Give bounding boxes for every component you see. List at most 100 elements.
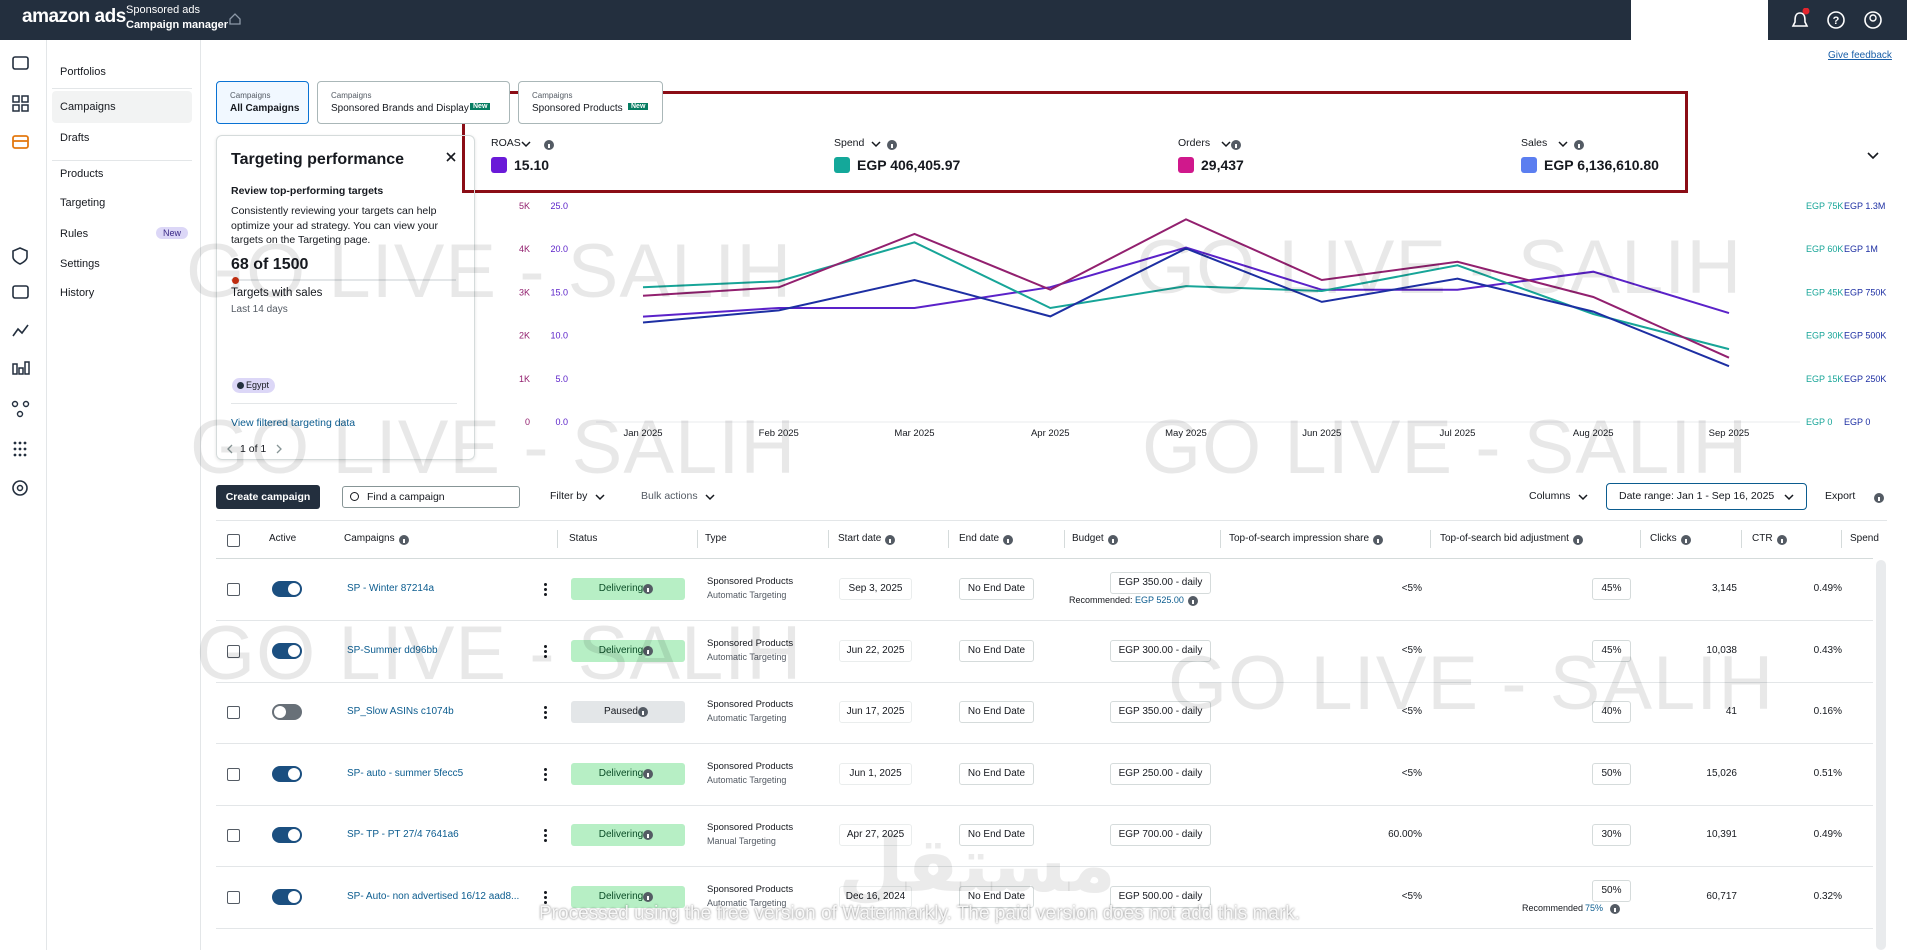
budget[interactable]: EGP 250.00 - daily — [1110, 762, 1211, 785]
bid-adjustment[interactable]: 30% — [1592, 824, 1631, 846]
info-icon[interactable] — [1610, 903, 1620, 914]
campaign-tab[interactable]: Campaigns All Campaigns — [216, 81, 309, 124]
chevron[interactable] — [521, 140, 531, 148]
column-header[interactable]: Top-of-search bid adjustment — [1440, 533, 1569, 544]
expand-chevron[interactable] — [1866, 150, 1880, 162]
bid-adjustment[interactable]: 50% — [1592, 879, 1631, 902]
column-header[interactable]: CTR — [1752, 533, 1773, 544]
kebab-dot[interactable] — [544, 900, 547, 904]
feedback-link[interactable]: Give feedback — [1828, 50, 1892, 61]
start-date[interactable]: Jun 17, 2025 — [839, 701, 912, 723]
column-header[interactable]: Active — [269, 533, 297, 544]
export-button[interactable]: Export — [1825, 490, 1856, 502]
nav-item[interactable]: Portfolios — [60, 66, 106, 78]
budget[interactable]: EGP 500.00 - daily — [1110, 885, 1211, 908]
metric-name[interactable]: Orders — [1178, 137, 1211, 149]
end-date[interactable]: No End Date — [959, 701, 1034, 723]
start-date[interactable]: Jun 1, 2025 — [839, 762, 912, 785]
kebab-dot[interactable] — [544, 890, 547, 894]
info-icon[interactable] — [643, 584, 653, 594]
start-date[interactable]: Dec 16, 2024 — [839, 885, 912, 908]
info-icon[interactable] — [638, 707, 648, 717]
info-icon[interactable] — [1231, 140, 1241, 150]
end-date[interactable]: No End Date — [959, 639, 1034, 662]
column-header[interactable]: Start date — [838, 533, 882, 544]
kebab-dot[interactable] — [544, 593, 547, 596]
budget[interactable]: EGP 700.00 - daily — [1110, 824, 1211, 846]
info-icon[interactable] — [399, 535, 409, 545]
toggle[interactable] — [272, 704, 302, 720]
info-icon[interactable] — [1874, 493, 1884, 503]
campaign-name[interactable]: SP - Winter 87214a — [347, 583, 435, 594]
budget[interactable]: EGP 300.00 - daily — [1110, 639, 1211, 662]
chevron[interactable] — [595, 493, 605, 501]
kebab-dot[interactable] — [544, 711, 547, 714]
row-checkbox[interactable] — [227, 706, 240, 719]
campaign-name[interactable]: SP- Auto- non advertised 16/12 aad8... — [347, 890, 520, 902]
bid-rec[interactable]: 75% — [1585, 902, 1604, 913]
kebab-dot[interactable] — [544, 839, 547, 842]
campaign-name[interactable]: SP- TP - PT 27/4 7641a6 — [347, 829, 459, 840]
info-icon[interactable] — [1573, 535, 1583, 545]
kebab-dot[interactable] — [544, 895, 547, 899]
nav-item[interactable]: Drafts — [60, 132, 90, 144]
pager-arrow[interactable] — [275, 444, 283, 454]
info-icon[interactable] — [1574, 140, 1584, 150]
search-box[interactable]: Find a campaign — [342, 486, 520, 508]
metric-name[interactable]: Sales — [1521, 137, 1548, 149]
start-date[interactable]: Apr 27, 2025 — [839, 824, 912, 846]
kebab-dot[interactable] — [544, 649, 547, 653]
kebab-dot[interactable] — [544, 583, 547, 586]
budget[interactable]: EGP 350.00 - daily — [1110, 701, 1211, 723]
chevron[interactable] — [1557, 140, 1568, 148]
info-icon[interactable] — [887, 140, 897, 150]
columns-button[interactable]: Columns — [1529, 490, 1571, 502]
nav-item[interactable]: Campaigns — [60, 101, 116, 113]
end-date[interactable]: No End Date — [959, 824, 1034, 846]
row-checkbox[interactable] — [227, 767, 240, 781]
header-checkbox[interactable] — [227, 534, 240, 547]
nav-item[interactable]: History — [60, 287, 95, 299]
kebab-dot[interactable] — [544, 829, 547, 832]
end-date[interactable]: No End Date — [959, 578, 1034, 600]
filter-button[interactable]: Filter by — [550, 490, 588, 502]
date-range[interactable]: Date range: Jan 1 - Sep 16, 2025 — [1606, 483, 1807, 510]
chevron[interactable] — [1221, 140, 1231, 148]
info-icon[interactable] — [1681, 535, 1691, 545]
home-icon[interactable] — [228, 12, 242, 26]
card-close[interactable] — [445, 151, 457, 163]
top-icons[interactable]: ? — [1788, 8, 1898, 34]
start-date[interactable]: Jun 22, 2025 — [839, 639, 912, 662]
info-icon[interactable] — [643, 768, 653, 779]
bid-adjustment[interactable]: 40% — [1592, 701, 1631, 723]
budget-rec[interactable]: EGP 525.00 — [1135, 595, 1184, 605]
row-checkbox[interactable] — [227, 644, 240, 658]
info-icon[interactable] — [885, 535, 895, 545]
metric-name[interactable]: ROAS — [491, 137, 521, 149]
bid-adjustment[interactable]: 45% — [1592, 639, 1631, 662]
column-header[interactable]: Clicks — [1650, 533, 1677, 544]
chevron[interactable] — [705, 493, 715, 501]
kebab-dot[interactable] — [544, 834, 547, 837]
kebab-dot[interactable] — [544, 706, 547, 709]
column-header[interactable]: Budget — [1072, 533, 1104, 544]
nav-item[interactable]: Rules — [60, 228, 89, 240]
nav-item[interactable]: Settings — [60, 258, 100, 270]
campaign-tab[interactable]: Campaigns Sponsored Brands and Display New — [317, 81, 510, 124]
kebab-dot[interactable] — [544, 716, 547, 719]
chevron[interactable] — [1784, 493, 1794, 501]
column-header[interactable]: Status — [569, 533, 598, 544]
kebab-dot[interactable] — [544, 767, 547, 771]
campaign-name[interactable]: SP_Slow ASINs c1074b — [347, 706, 454, 717]
create-button[interactable]: Create campaign — [216, 485, 320, 509]
nav-item[interactable]: Targeting — [60, 197, 106, 209]
column-header[interactable]: Campaigns — [344, 533, 395, 544]
toggle[interactable] — [272, 765, 302, 782]
info-icon[interactable] — [1108, 535, 1118, 545]
pager-arrow[interactable] — [226, 444, 234, 454]
toggle[interactable] — [272, 888, 302, 905]
bid-adjustment[interactable]: 50% — [1592, 762, 1631, 785]
campaign-tab[interactable]: Campaigns Sponsored Products New — [518, 81, 663, 124]
info-icon[interactable] — [1003, 535, 1013, 545]
info-icon[interactable] — [643, 891, 653, 902]
